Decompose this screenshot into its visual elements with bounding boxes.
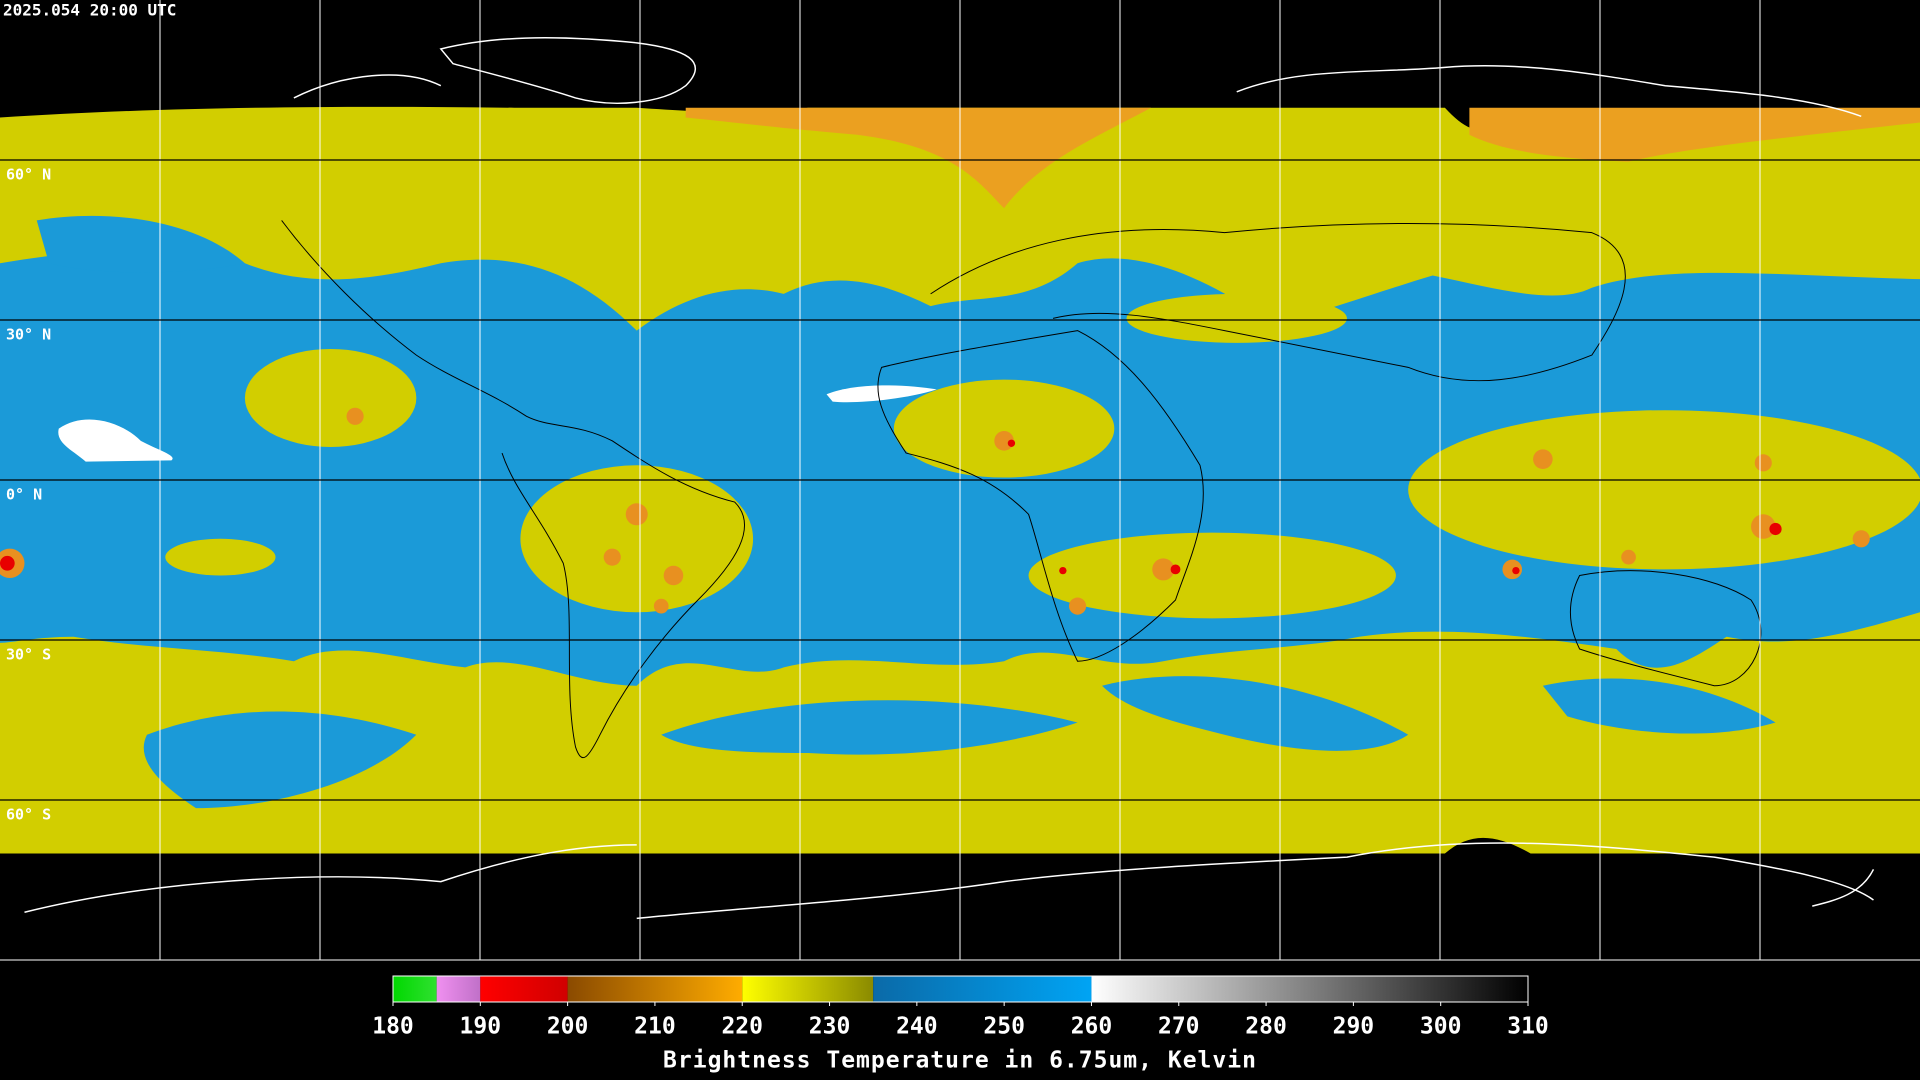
colorbar-tick-label: 250 bbox=[983, 1014, 1025, 1040]
colorbar-tick-label: 240 bbox=[896, 1014, 938, 1040]
colorbar-tick-label: 310 bbox=[1507, 1014, 1549, 1040]
cold-zone bbox=[1469, 107, 1920, 162]
latitude-label: 30° N bbox=[6, 326, 51, 344]
coastline bbox=[293, 64, 1862, 118]
colorbar-segment bbox=[436, 976, 481, 1002]
border bbox=[281, 220, 745, 759]
coastline bbox=[439, 37, 697, 104]
colorbar-tick-label: 200 bbox=[547, 1014, 589, 1040]
moist-cluster bbox=[520, 465, 754, 613]
latitude-label: 60° S bbox=[6, 806, 51, 824]
cold-zone bbox=[685, 107, 1152, 209]
dry-patch bbox=[1102, 676, 1409, 751]
colorbar-tick-label: 190 bbox=[460, 1014, 502, 1040]
convective-cores bbox=[0, 407, 1870, 615]
colorbar-tick-label: 260 bbox=[1071, 1014, 1113, 1040]
colorbar-frame bbox=[392, 975, 1529, 1003]
colorbar-segment bbox=[480, 976, 568, 1002]
colorbar-tick-label: 290 bbox=[1333, 1014, 1375, 1040]
moist-cluster bbox=[165, 538, 276, 576]
timestamp: 2025.054 20:00 UTC bbox=[3, 1, 176, 20]
border bbox=[930, 222, 1626, 382]
border bbox=[877, 330, 1204, 662]
moist-cluster bbox=[1408, 410, 1920, 570]
colorbar-segment bbox=[742, 976, 874, 1002]
colorbar-segment bbox=[873, 976, 1092, 1002]
dry-patch bbox=[143, 711, 417, 809]
moist-cluster bbox=[244, 348, 417, 447]
moist-cluster bbox=[1126, 293, 1347, 343]
colorbar-tick-label: 210 bbox=[634, 1014, 676, 1040]
colorbar-tick-label: 280 bbox=[1245, 1014, 1287, 1040]
latitude-label: 60° N bbox=[6, 166, 51, 184]
dry-patch bbox=[661, 700, 1078, 755]
latitude-label: 30° S bbox=[6, 646, 51, 664]
very-dry-spot bbox=[826, 385, 937, 403]
colorbar-tick-label: 300 bbox=[1420, 1014, 1462, 1040]
moist-cluster bbox=[893, 379, 1115, 478]
dry-patch bbox=[1542, 678, 1776, 734]
very-dry-spot bbox=[58, 419, 173, 462]
latitude-label: 0° N bbox=[6, 486, 42, 504]
colorbar-segment bbox=[393, 976, 437, 1002]
colorbar-segment bbox=[1091, 976, 1528, 1002]
graticule bbox=[0, 0, 1920, 961]
coastline bbox=[24, 842, 1875, 920]
colorbar-segment bbox=[567, 976, 743, 1002]
colorbar: 180 190 200 210 220 230 240 250 260 270 280 290 300 3… bbox=[372, 975, 1549, 1040]
colorbar-tick-label: 180 bbox=[372, 1014, 414, 1040]
colorbar-tick-label: 270 bbox=[1158, 1014, 1200, 1040]
dry-patch bbox=[36, 215, 245, 273]
deep-convection bbox=[0, 439, 1782, 575]
colorbar-tick-label: 220 bbox=[721, 1014, 763, 1040]
colorbar-title: Brightness Temperature in 6.75um, Kelvin bbox=[663, 1048, 1257, 1074]
border bbox=[1570, 570, 1762, 687]
colorbar-tick-label: 230 bbox=[809, 1014, 851, 1040]
